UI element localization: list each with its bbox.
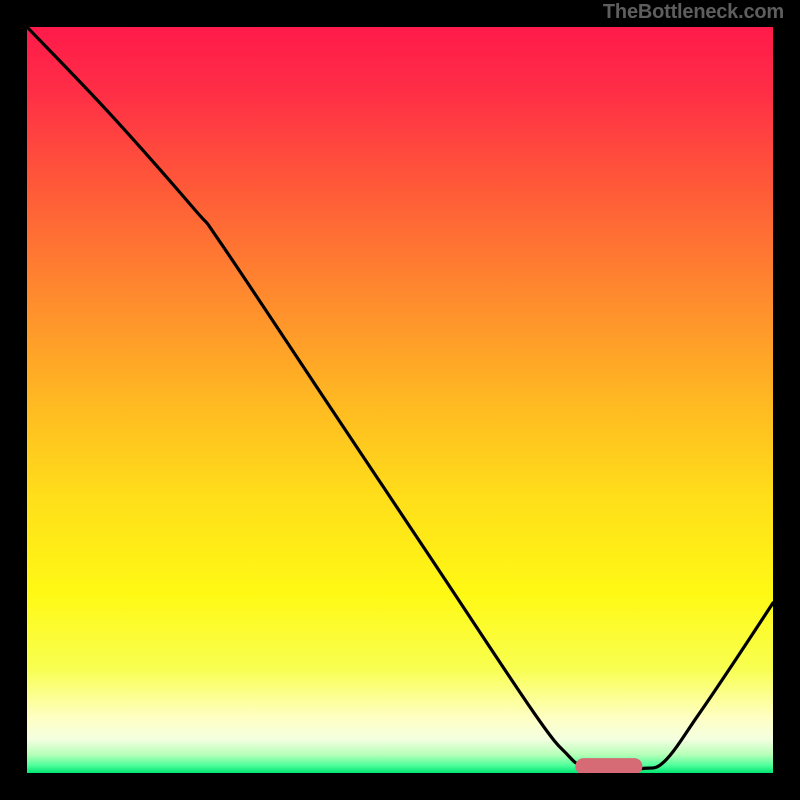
- marker-rect: [575, 758, 642, 773]
- plot-area: [27, 27, 773, 773]
- chart-svg: [27, 27, 773, 773]
- watermark-text: TheBottleneck.com: [603, 1, 784, 24]
- chart-background: [27, 27, 773, 773]
- chart-root: TheBottleneck.com: [0, 0, 800, 800]
